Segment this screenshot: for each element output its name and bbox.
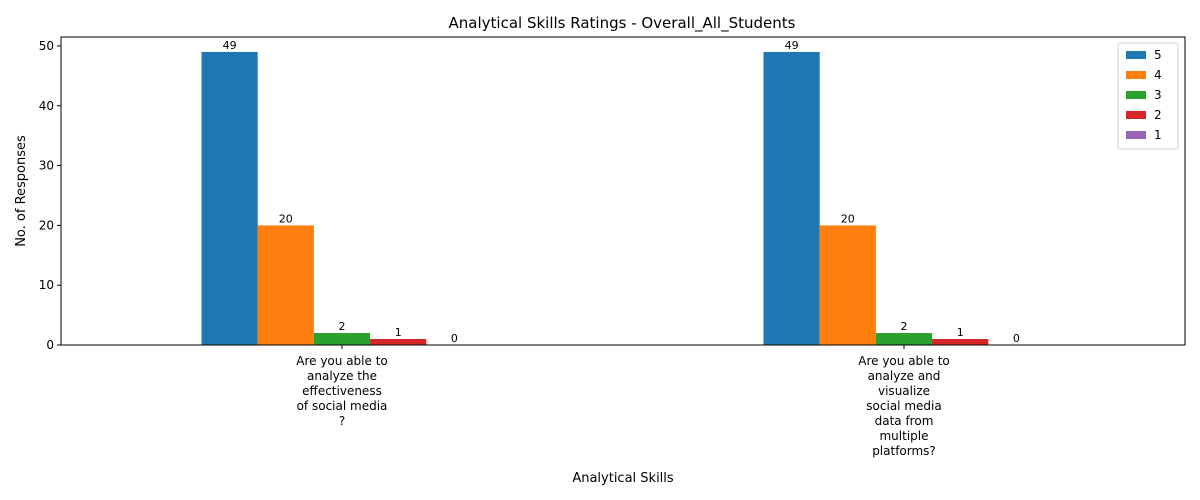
bar-series-4-category-1 [257, 225, 314, 345]
y-axis-label: No. of Responses [14, 135, 29, 247]
chart-title: Analytical Skills Ratings - Overall_All_… [449, 14, 796, 33]
plot-frame [60, 36, 1186, 346]
bar-series-5-category-1 [201, 51, 258, 346]
bar-value-label: 49 [223, 39, 237, 52]
legend-label: 3 [1154, 88, 1162, 102]
bar-value-label: 2 [339, 320, 346, 333]
legend-label: 4 [1154, 68, 1162, 82]
y-tick-label: 50 [39, 39, 54, 53]
legend-label: 2 [1154, 108, 1162, 122]
x-tick-label-line: Are you able to [296, 354, 388, 368]
bar-value-label: 49 [785, 39, 799, 52]
bar-value-label: 0 [1013, 332, 1020, 345]
bar-series-2-category-2 [932, 339, 989, 345]
legend-label: 1 [1154, 128, 1162, 142]
legend: 5 4 3 2 1 [1117, 42, 1179, 150]
bar-value-label: 1 [395, 326, 402, 339]
legend-swatch [1126, 71, 1146, 79]
bar-series-5-category-2 [763, 51, 820, 346]
y-tick-label: 40 [39, 99, 54, 113]
y-tick-label: 20 [39, 218, 54, 232]
y-tick-label: 30 [39, 159, 54, 173]
x-tick-label-line: of social media [297, 399, 388, 413]
x-tick-label-line: social media [866, 399, 941, 413]
legend-swatch [1126, 91, 1146, 99]
bar-series-2-category-1 [370, 339, 427, 345]
legend-swatch [1126, 131, 1146, 139]
x-tick-label-line: platforms? [872, 444, 936, 458]
bar-series-4-category-2 [819, 225, 876, 345]
bar-value-labels: 49 20 2 1 0 49 20 2 1 0 [223, 39, 1020, 345]
x-tick-label-line: multiple [879, 429, 928, 443]
legend-label: 5 [1154, 48, 1162, 62]
bar-series-3-category-1 [313, 333, 371, 345]
x-axis-label: Analytical Skills [572, 471, 674, 486]
x-tick-label-line: visualize [878, 384, 930, 398]
bar-series-3-category-2 [875, 333, 933, 345]
legend-swatch [1126, 51, 1146, 59]
y-tick-label: 10 [39, 278, 54, 292]
bar-value-label: 20 [841, 212, 855, 225]
bar-value-label: 20 [279, 212, 293, 225]
legend-swatch [1126, 111, 1146, 119]
bar-value-label: 2 [901, 320, 908, 333]
x-tick-label-line: ? [339, 414, 345, 428]
bar-value-label: 0 [451, 332, 458, 345]
bar-value-label: 1 [957, 326, 964, 339]
y-tick-label: 0 [46, 338, 54, 352]
x-tick-label-line: Are you able to [858, 354, 950, 368]
x-tick-label-line: analyze the [307, 369, 377, 383]
x-tick-label-line: data from [875, 414, 934, 428]
y-axis: 0 10 20 30 40 50 [39, 39, 61, 352]
bars [201, 51, 989, 346]
x-tick-label-line: analyze and [868, 369, 941, 383]
x-tick-label-line: effectiveness [302, 384, 382, 398]
legend-frame [1117, 42, 1179, 150]
